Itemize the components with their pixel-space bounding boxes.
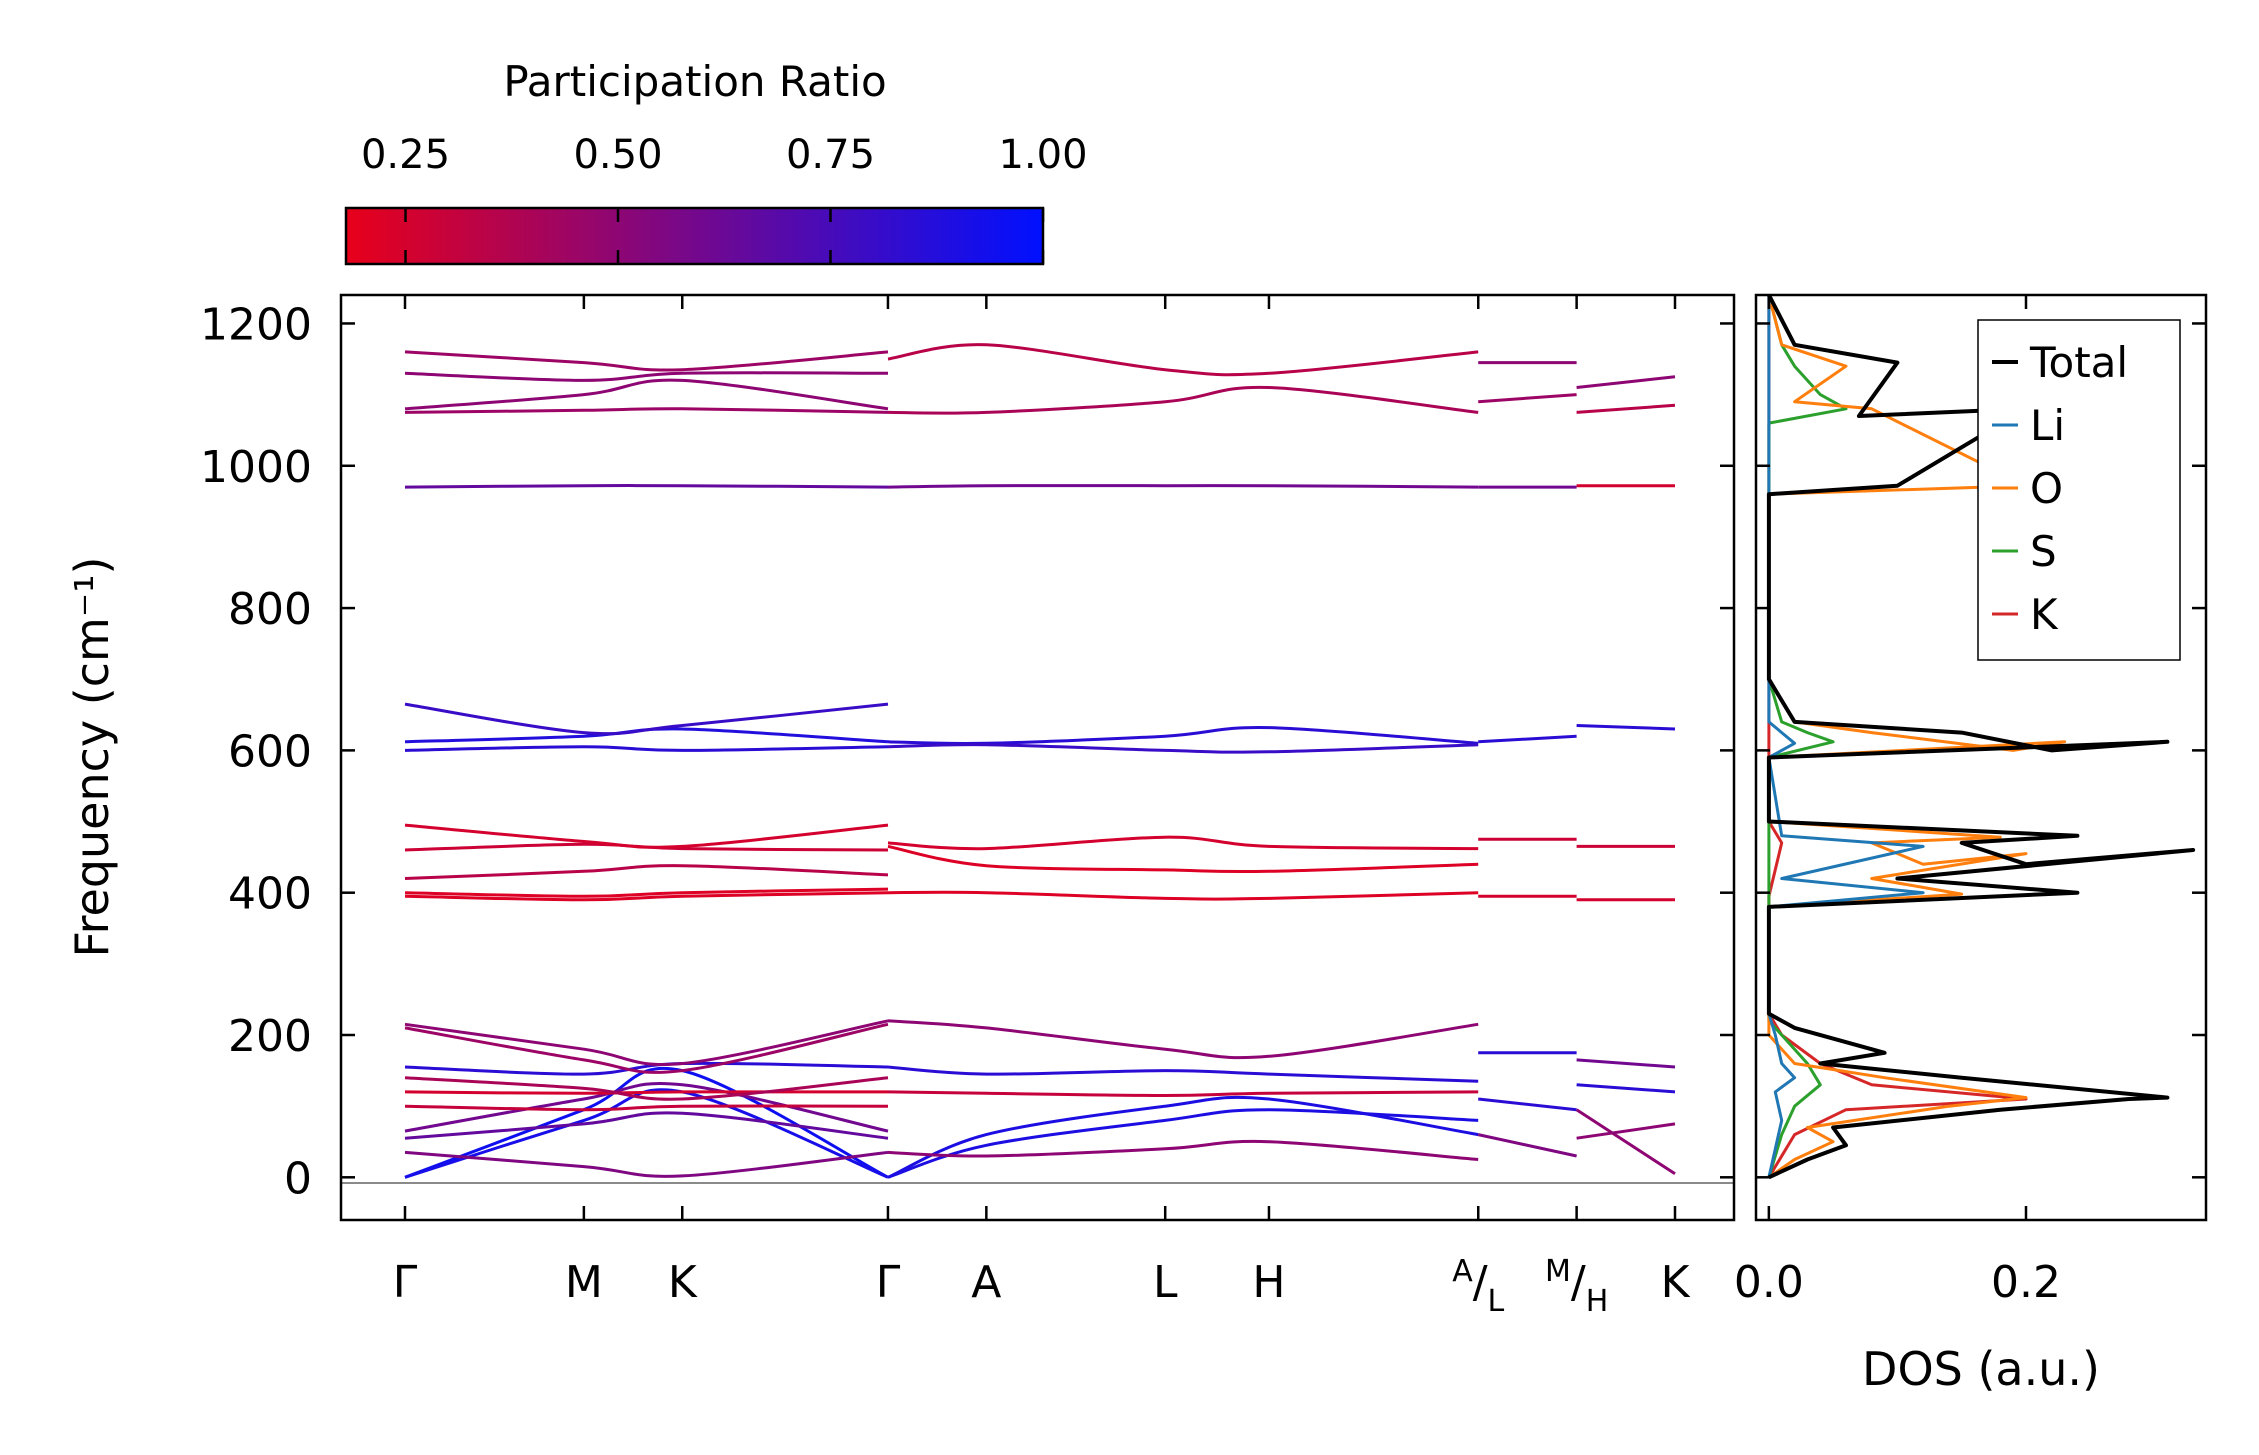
dos-y-ticks [1756, 322, 2206, 1179]
band-line [404, 745, 889, 752]
legend-label: S [2030, 527, 2057, 576]
y-tick-label: 0 [284, 1153, 312, 1204]
x-tick-label: L [1153, 1257, 1178, 1308]
y-tick-label: 1200 [200, 299, 312, 350]
band-line [887, 1019, 1479, 1060]
band-line [887, 890, 1479, 901]
band-line [1477, 1133, 1577, 1158]
band-x-ticks: Γ M K Γ A L H A/L M/H K [393, 295, 1691, 1319]
band-line [1478, 393, 1577, 404]
x-tick-label: Γ [393, 1257, 418, 1308]
band-line [404, 891, 889, 902]
x-tick-label: K [668, 1257, 698, 1308]
band-structure-panel: 0 200 400 600 800 1000 1200 Γ M K Γ A L H A/L M/H K Fre… [65, 293, 1736, 1319]
band-line [404, 1066, 889, 1179]
band-line [404, 1090, 889, 1095]
dos-x-ticks: 0.0 0.2 [1734, 295, 2061, 1308]
band-line [1576, 1058, 1676, 1069]
colorbar-ticks: 0.25 0.50 0.75 1.00 [361, 132, 1088, 264]
band-line [1576, 724, 1676, 731]
colorbar-tick-label: 0.50 [573, 132, 662, 178]
x-tick-label: A/L [1452, 1254, 1504, 1319]
legend-label: Total [2029, 338, 2128, 387]
band-line [887, 1108, 1479, 1179]
colorbar-tick-label: 1.00 [998, 132, 1087, 178]
band-line [404, 1150, 889, 1178]
band-line [887, 725, 1479, 746]
band-line [404, 371, 889, 382]
band-axes-frame [339, 293, 1736, 1222]
band-line [887, 743, 1479, 754]
band-line [404, 407, 889, 414]
x-tick-label: K [1661, 1257, 1691, 1308]
band-line [404, 702, 889, 736]
band-line [887, 343, 1479, 377]
band-line [404, 1081, 889, 1133]
colorbar-tick-label: 0.25 [361, 132, 450, 178]
band-line [887, 1065, 1479, 1083]
band-line [404, 1076, 889, 1101]
y-tick-label: 1000 [200, 442, 312, 493]
band-line [1575, 1108, 1676, 1176]
band-line [887, 1139, 1479, 1161]
band-line [404, 1061, 889, 1076]
band-line [404, 887, 889, 898]
band-line [1478, 1097, 1577, 1112]
dos-x-tick-label: 0.0 [1734, 1257, 1804, 1308]
band-line [1576, 1083, 1676, 1094]
y-tick-label: 400 [228, 869, 312, 920]
legend-label: Li [2030, 401, 2065, 450]
band-line [887, 1090, 1479, 1097]
dos-x-tick-label: 0.2 [1991, 1257, 2061, 1308]
band-lines [404, 343, 1676, 1179]
band-line [887, 385, 1479, 415]
dos-line-li [1767, 295, 1925, 1178]
band-line [887, 484, 1479, 489]
band-line [887, 835, 1479, 851]
x-tick-label: M [565, 1257, 603, 1308]
band-line [404, 484, 889, 489]
band-line [887, 844, 1479, 874]
y-axis-title: Frequency (cm⁻¹) [65, 557, 119, 958]
band-line [1576, 375, 1676, 389]
dos-x-axis-title: DOS (a.u.) [1862, 1342, 2100, 1396]
band-line [404, 1111, 889, 1140]
band-line [404, 1019, 889, 1067]
band-line [404, 864, 889, 880]
y-tick-label: 200 [228, 1011, 312, 1062]
x-tick-label: M/H [1545, 1254, 1608, 1319]
colorbar-tick-label: 0.75 [786, 132, 875, 178]
band-line [1576, 1122, 1676, 1140]
band-line [1576, 403, 1676, 414]
band-line [404, 350, 889, 372]
dos-panel: 0.0 0.2 DOS (a.u.) Total Li OSK [1734, 293, 2208, 1396]
colorbar-gradient [344, 206, 1045, 266]
legend-items: Total Li OSK [1992, 338, 2128, 639]
dos-line-total [1766, 295, 2196, 1180]
legend-label: K [2030, 590, 2059, 639]
band-line [404, 1104, 889, 1112]
x-tick-label: H [1252, 1257, 1285, 1308]
band-y-ticks: 0 200 400 600 800 1000 1200 [200, 299, 1734, 1204]
x-tick-label: Γ [876, 1257, 901, 1308]
x-tick-label: A [971, 1257, 1001, 1308]
y-tick-label: 800 [228, 584, 312, 635]
band-line [887, 1095, 1479, 1179]
dos-line-s [1767, 295, 1848, 1178]
dos-axes-frame [1754, 293, 2208, 1222]
band-line [404, 1022, 889, 1074]
colorbar-title: Participation Ratio [503, 57, 886, 106]
band-line [404, 378, 889, 411]
band-line [404, 823, 889, 849]
band-line [1478, 734, 1577, 744]
legend: Total Li OSK [1977, 319, 2181, 661]
legend-box [1977, 319, 2181, 661]
y-tick-label: 600 [228, 726, 312, 777]
legend-label: O [2030, 464, 2063, 513]
colorbar: Participation Ratio 0.25 0.50 0.75 1.00 [344, 57, 1088, 266]
